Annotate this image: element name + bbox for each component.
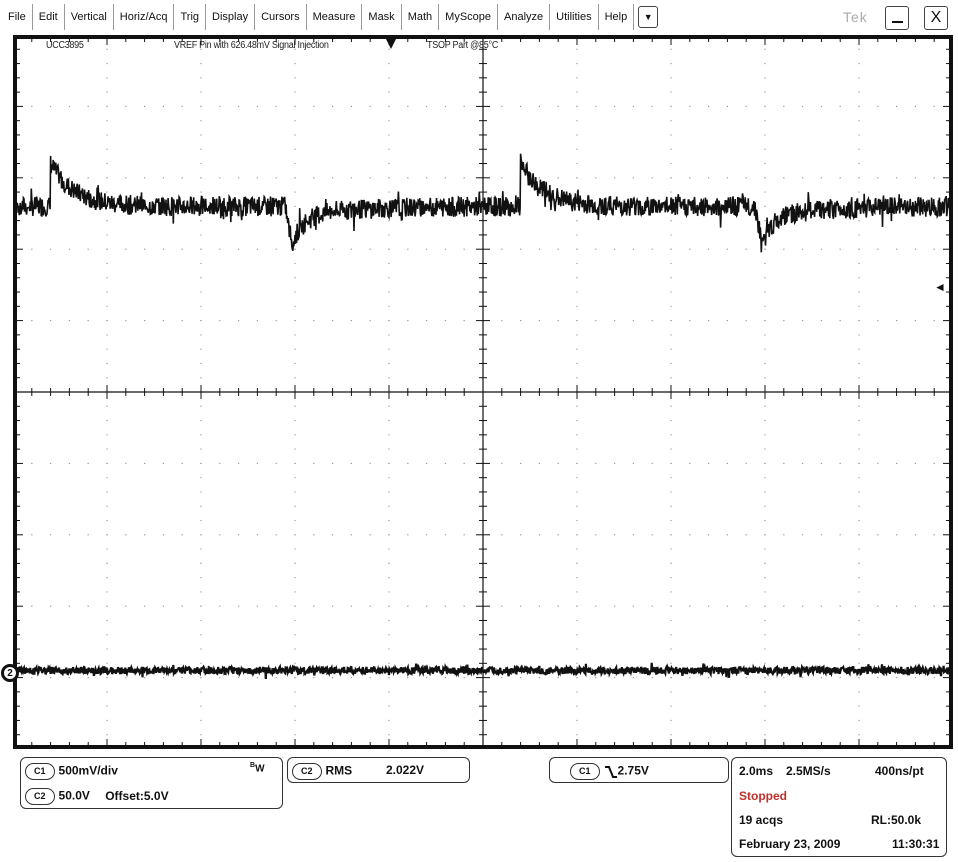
close-icon: X [930, 9, 942, 26]
annotation-condition: TSOP Part @85°C [427, 40, 499, 51]
sample-rate: 2.5MS/s [786, 764, 831, 778]
trigger-level: 2.75V [617, 763, 649, 778]
waveform-display[interactable] [13, 35, 953, 749]
minimize-button[interactable] [885, 6, 909, 30]
menu-edit[interactable]: Edit [33, 4, 65, 30]
trigger-level-arrow-icon[interactable]: ◄ [934, 280, 946, 294]
trigger-readout-panel[interactable]: C1 2.75V [549, 757, 729, 783]
meas-value: 2.022V [386, 763, 425, 777]
acquisition-readout-panel[interactable]: 2.0ms 2.5MS/s 400ns/pt Stopped 19 acqs R… [731, 757, 947, 857]
c1-badge[interactable]: C1 [25, 763, 55, 780]
c1-scale: 500mV/div [58, 763, 118, 778]
menu-bar: File Edit Vertical Horiz/Acq Trig Displa… [0, 0, 958, 34]
chevron-down-icon: ▼ [643, 12, 653, 22]
meas-source-badge[interactable]: C2 [292, 763, 322, 780]
acquisition-count: 19 acqs [739, 813, 784, 827]
annotation-device: UCC3895 [46, 40, 84, 51]
menu-analyze[interactable]: Analyze [498, 4, 551, 30]
menu-trig[interactable]: Trig [174, 4, 207, 30]
acquisition-state: Stopped [739, 789, 787, 803]
trigger-position-marker-icon[interactable] [385, 37, 397, 49]
c2-scale: 50.0V [58, 788, 90, 803]
falling-edge-icon [604, 765, 617, 778]
menu-horiz-acq[interactable]: Horiz/Acq [114, 4, 175, 30]
measurement-readout-panel[interactable]: C2 RMS 2.022V [287, 757, 470, 783]
graticule [13, 35, 953, 749]
menu-help[interactable]: Help [599, 4, 635, 30]
ch2-ground-marker[interactable]: 2 [1, 664, 19, 682]
menu-math[interactable]: Math [402, 4, 440, 30]
tek-logo: Tek [843, 9, 868, 25]
menu-dropdown-button[interactable]: ▼ [638, 6, 659, 28]
record-length: RL:50.0k [871, 813, 922, 827]
close-button[interactable]: X [924, 6, 948, 30]
meas-type: RMS [325, 763, 353, 778]
c2-badge[interactable]: C2 [25, 788, 55, 805]
c2-offset: Offset:5.0V [105, 788, 169, 803]
annotation-title: VREF Pin with 626.48mV Signal Injection [174, 40, 329, 51]
menu-myscope[interactable]: MyScope [439, 4, 499, 30]
trigger-source-badge[interactable]: C1 [570, 763, 600, 780]
menu: File Edit Vertical Horiz/Acq Trig Displa… [2, 0, 659, 34]
time-per-point: 400ns/pt [875, 764, 924, 778]
bandwidth-limit-icon: BW [250, 762, 265, 775]
menu-mask[interactable]: Mask [362, 4, 402, 30]
menu-file[interactable]: File [2, 4, 33, 30]
menu-vertical[interactable]: Vertical [65, 4, 114, 30]
menu-cursors[interactable]: Cursors [255, 4, 307, 30]
timebase: 2.0ms [739, 764, 774, 778]
vertical-readout-panel[interactable]: C1 500mV/div BW C2 50.0V Offset:5.0V [20, 757, 283, 809]
menu-utilities[interactable]: Utilities [550, 4, 599, 30]
time: 11:30:31 [892, 837, 940, 851]
date: February 23, 2009 [739, 837, 841, 851]
menu-display[interactable]: Display [206, 4, 256, 30]
minimize-icon [891, 21, 903, 23]
menu-measure[interactable]: Measure [307, 4, 363, 30]
